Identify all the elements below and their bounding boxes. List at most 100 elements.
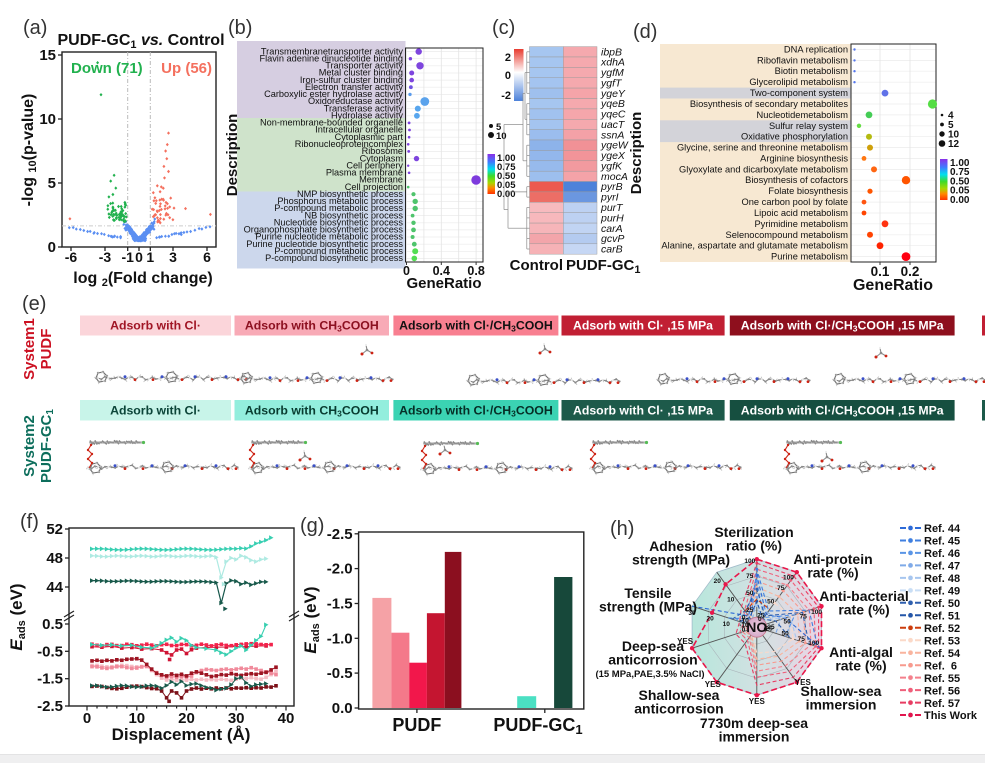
svg-text:NB biosynthetic process: NB biosynthetic process <box>304 210 403 220</box>
svg-text:Adsorb with Cl· ,15 MPa: Adsorb with Cl· ,15 MPa <box>573 319 713 333</box>
svg-text:Nucleotidemetabolism: Nucleotidemetabolism <box>757 110 849 120</box>
svg-text:10: 10 <box>128 710 145 727</box>
svg-text:Shallow-sea: Shallow-sea <box>639 687 720 703</box>
svg-text:Pyrimidine metabolism: Pyrimidine metabolism <box>754 219 848 229</box>
svg-text:(a): (a) <box>23 17 47 39</box>
svg-text:Purine nucleotide biosynthetic: Purine nucleotide biosynthetic process <box>246 239 403 249</box>
svg-text:100: 100 <box>744 558 755 565</box>
svg-text:0: 0 <box>403 264 410 278</box>
svg-text:25: 25 <box>757 612 765 619</box>
svg-text:PUDF-GC1 vs. Control: PUDF-GC1 vs. Control <box>57 32 224 51</box>
svg-text:2: 2 <box>505 52 511 64</box>
svg-text:carA: carA <box>601 223 623 235</box>
svg-text:One carbon pool by folate: One carbon pool by folate <box>742 197 848 207</box>
svg-text:Arginine biosynthesis: Arginine biosynthesis <box>760 153 848 163</box>
svg-text:0.00: 0.00 <box>950 195 970 206</box>
svg-text:0.8: 0.8 <box>467 264 484 278</box>
svg-text:xdhA: xdhA <box>600 57 625 69</box>
svg-text:log 2(Fold change): log 2(Fold change) <box>73 270 212 289</box>
svg-text:Ref. 45: Ref. 45 <box>924 536 960 548</box>
svg-text:-2.0: -2.0 <box>327 561 353 578</box>
svg-text:1.00: 1.00 <box>497 153 516 164</box>
svg-text:Adsorb with Cl·/CH3COOH ,15 MP: Adsorb with Cl·/CH3COOH ,15 MPa <box>741 404 944 419</box>
svg-text:Adsorb with Cl·: Adsorb with Cl· <box>110 319 201 333</box>
svg-text:Ribonucleoproteincomplex: Ribonucleoproteincomplex <box>295 139 404 149</box>
svg-text:Sulfur relay system: Sulfur relay system <box>769 121 848 131</box>
svg-text:44: 44 <box>46 579 63 596</box>
svg-text:(e): (e) <box>22 293 46 315</box>
svg-text:PUDF-GC1: PUDF-GC1 <box>38 409 56 483</box>
svg-text:Eads (eV): Eads (eV) <box>7 583 28 650</box>
svg-text:100: 100 <box>811 609 822 616</box>
svg-text:Anti-bacterial: Anti-bacterial <box>819 588 908 604</box>
svg-text:-0.5: -0.5 <box>37 643 63 660</box>
svg-text:Hydrolase activity: Hydrolase activity <box>331 111 403 121</box>
svg-text:rate (%): rate (%) <box>838 602 889 618</box>
svg-text:-2.5: -2.5 <box>327 526 353 543</box>
svg-text:ibpB: ibpB <box>601 46 622 58</box>
svg-text:Shallow-sea: Shallow-sea <box>801 683 882 699</box>
svg-text:ygeY: ygeY <box>600 88 626 100</box>
svg-text:immersion: immersion <box>806 697 877 713</box>
svg-text:strength (MPa): strength (MPa) <box>632 552 730 568</box>
svg-text:Glycerolipid metabolism: Glycerolipid metabolism <box>749 77 848 87</box>
svg-text:(g): (g) <box>300 515 324 537</box>
svg-text:Non-membrane-bounded organelle: Non-membrane-bounded organelle <box>260 118 403 128</box>
svg-text:NO: NO <box>746 619 767 635</box>
svg-text:75: 75 <box>800 613 808 620</box>
svg-text:25: 25 <box>767 624 775 631</box>
svg-text:Adsorb with Cl·: Adsorb with Cl· <box>110 404 201 418</box>
svg-text:mocA: mocA <box>601 171 628 183</box>
svg-text:pyrI: pyrI <box>600 192 619 204</box>
svg-text:5: 5 <box>496 122 502 133</box>
svg-text:Adsorb with CH3COOH: Adsorb with CH3COOH <box>245 404 379 419</box>
svg-text:Purine metabolism: Purine metabolism <box>771 252 848 262</box>
svg-text:Up (56): Up (56) <box>161 60 212 77</box>
svg-text:P-compound biosynthetic proces: P-compound biosynthetic process <box>265 253 403 263</box>
svg-text:Flavin adenine dinucleotide bi: Flavin adenine dinucleotide binding <box>259 53 403 63</box>
svg-text:0: 0 <box>83 710 91 727</box>
svg-text:This Work: This Work <box>924 710 978 722</box>
svg-text:anticorrosion: anticorrosion <box>634 701 723 717</box>
svg-text:Displacement (Å): Displacement (Å) <box>112 725 251 744</box>
svg-text:15: 15 <box>39 47 56 64</box>
svg-text:Description: Description <box>628 112 645 195</box>
svg-text:Ref. 57: Ref. 57 <box>924 698 960 710</box>
svg-text:5: 5 <box>48 175 56 192</box>
svg-text:Folate biosynthesis: Folate biosynthesis <box>768 186 848 196</box>
svg-text:Adsorb with Cl·/CH3COOH ,15 MP: Adsorb with Cl·/CH3COOH ,15 MPa <box>741 319 944 334</box>
svg-text:Two-component system: Two-component system <box>750 88 848 98</box>
svg-text:Deep-sea: Deep-sea <box>622 638 684 654</box>
svg-text:0.2: 0.2 <box>901 264 920 279</box>
svg-text:48: 48 <box>46 550 63 567</box>
svg-text:0: 0 <box>764 627 768 634</box>
svg-text:30: 30 <box>688 610 696 617</box>
svg-text:Eads (eV): Eads (eV) <box>301 586 322 653</box>
svg-text:Glycine, serine and threonine: Glycine, serine and threonine metabolism <box>677 143 848 153</box>
svg-text:PUDF: PUDF <box>392 715 441 735</box>
svg-text:-6: -6 <box>65 249 78 265</box>
svg-text:75: 75 <box>798 636 806 643</box>
svg-text:Ref. 50: Ref. 50 <box>924 598 960 610</box>
svg-text:0.05: 0.05 <box>950 186 970 197</box>
svg-text:Ribosome: Ribosome <box>362 146 403 156</box>
svg-text:Cytoplasmic part: Cytoplasmic part <box>335 132 404 142</box>
svg-text:(b): (b) <box>228 17 252 39</box>
svg-text:50: 50 <box>767 599 775 606</box>
svg-text:0.5: 0.5 <box>42 616 63 633</box>
svg-text:0.05: 0.05 <box>497 180 516 191</box>
svg-text:System1: System1 <box>21 318 38 380</box>
svg-text:ygeX: ygeX <box>600 150 626 162</box>
svg-text:Transferase activity: Transferase activity <box>324 103 404 113</box>
svg-text:Carboxylic ester hydrolase act: Carboxylic ester hydrolase activity <box>264 89 403 99</box>
svg-text:Oxidative phosphorylation: Oxidative phosphorylation <box>741 132 848 142</box>
svg-text:Phosphorus metabolic process: Phosphorus metabolic process <box>277 196 403 206</box>
svg-text:Riboflavin metabolism: Riboflavin metabolism <box>757 55 848 65</box>
svg-text:Ref. 56: Ref. 56 <box>924 685 960 697</box>
svg-text:0.75: 0.75 <box>497 162 516 173</box>
svg-text:Transmembranetransporter activ: Transmembranetransporter activity <box>261 46 404 56</box>
svg-text:10: 10 <box>948 130 960 141</box>
svg-text:PUDF-GC1: PUDF-GC1 <box>566 257 640 276</box>
svg-text:Organophosphate biosynthetic p: Organophosphate biosynthetic process <box>244 225 404 235</box>
svg-text:rate (%): rate (%) <box>835 658 886 674</box>
